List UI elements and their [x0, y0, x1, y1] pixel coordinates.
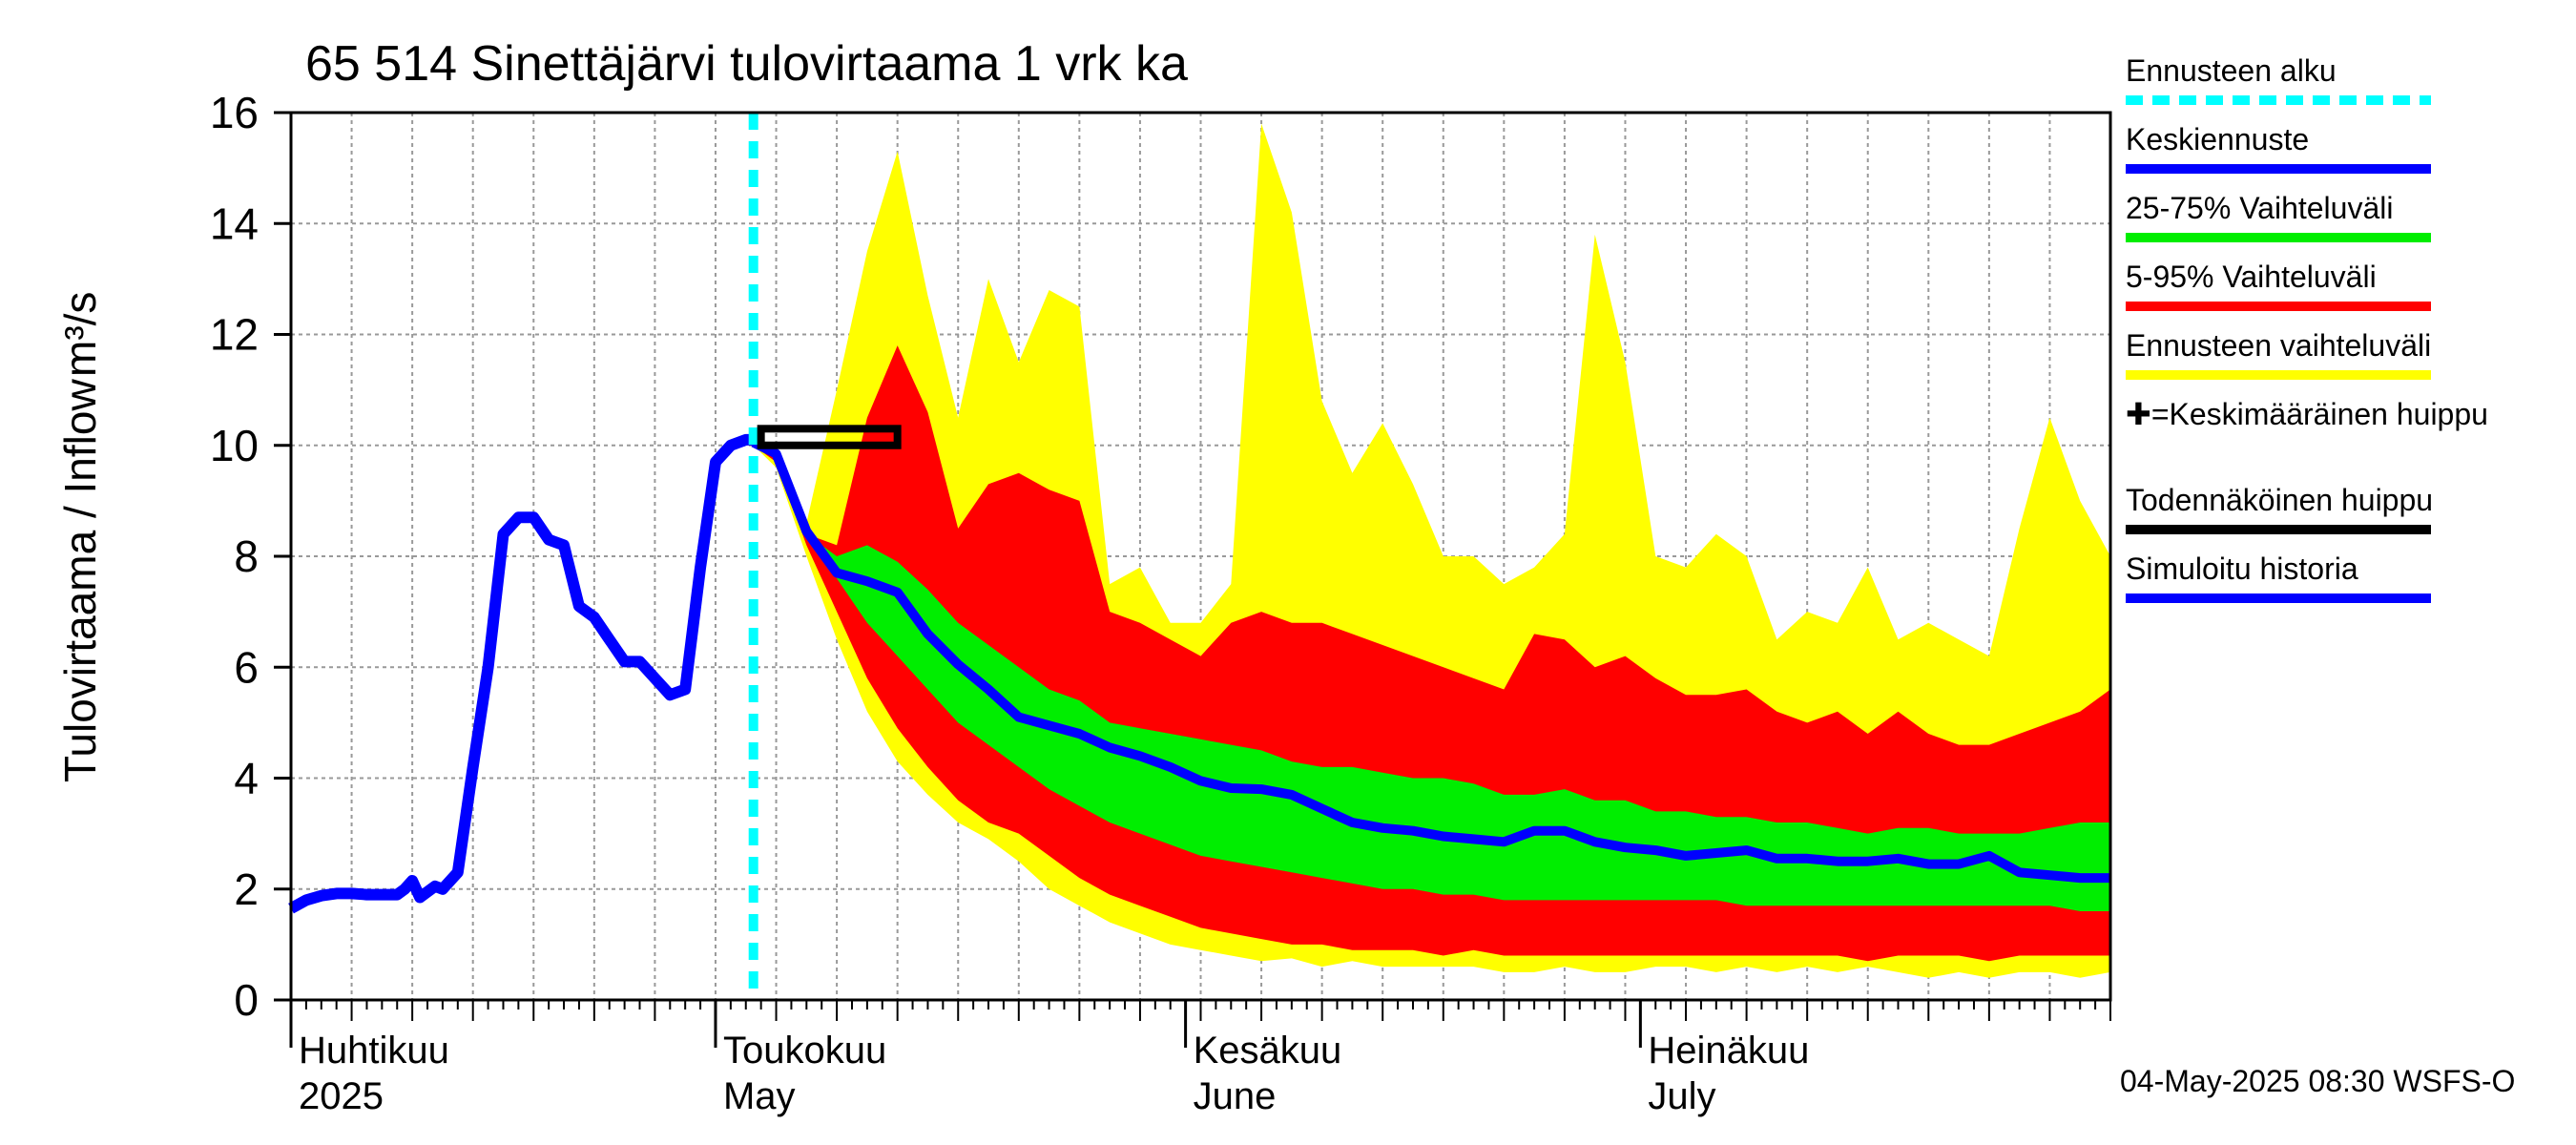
y-tick-label: 14	[210, 198, 259, 248]
y-tick-label: 6	[234, 642, 259, 692]
y-axis-label: Tulovirtaama / Inflow	[55, 379, 105, 782]
legend: Ennusteen alku Keskiennuste 25-75% Vaihtel…	[2126, 53, 2488, 603]
legend-label: Keskiennuste	[2126, 122, 2309, 156]
probable-peak-box	[757, 425, 902, 449]
legend-label: 25-75% Vaihteluväli	[2126, 191, 2393, 225]
label-layer: 65 514 Sinettäjärvi tulovirtaama 1 vrk k…	[55, 36, 2515, 1098]
simulated-history-line	[288, 433, 754, 914]
y-tick-label: 0	[234, 975, 259, 1025]
median-forecast-line	[751, 438, 2110, 884]
month-label: Kesäkuu	[1194, 1030, 1342, 1072]
y-tick-label: 10	[210, 421, 259, 470]
month-label: Heinäkuu	[1648, 1030, 1809, 1072]
month-label: Huhtikuu	[299, 1030, 449, 1072]
month-sublabel: May	[723, 1075, 796, 1117]
chart-title: 65 514 Sinettäjärvi tulovirtaama 1 vrk k…	[305, 36, 1188, 92]
month-sublabel: July	[1648, 1075, 1715, 1117]
legend-label: 5-95% Vaihteluväli	[2126, 260, 2377, 294]
month-sublabel: 2025	[299, 1075, 384, 1117]
legend-label: ✚=Keskimääräinen huippu	[2126, 397, 2488, 431]
legend-label: Ennusteen vaihteluväli	[2126, 328, 2431, 363]
band-layer	[753, 123, 2111, 978]
footer-timestamp: 04-May-2025 08:30 WSFS-O	[2120, 1064, 2515, 1098]
y-tick-label: 2	[234, 864, 259, 914]
y-tick-label: 8	[234, 531, 259, 581]
legend-label: Simuloitu historia	[2126, 552, 2358, 586]
month-label: Toukokuu	[723, 1030, 886, 1072]
band-25-75-vaihteluv-li	[753, 439, 2111, 911]
y-tick-label: 16	[210, 88, 259, 137]
legend-label: Ennusteen alku	[2126, 53, 2337, 88]
line-layer	[288, 113, 2110, 1000]
y-tick-label: 12	[210, 310, 259, 360]
month-sublabel: June	[1194, 1075, 1277, 1117]
y-axis-unit: m³/s	[55, 292, 105, 377]
legend-label: Todennäköinen huippu	[2126, 483, 2433, 517]
y-tick-label: 4	[234, 754, 259, 803]
